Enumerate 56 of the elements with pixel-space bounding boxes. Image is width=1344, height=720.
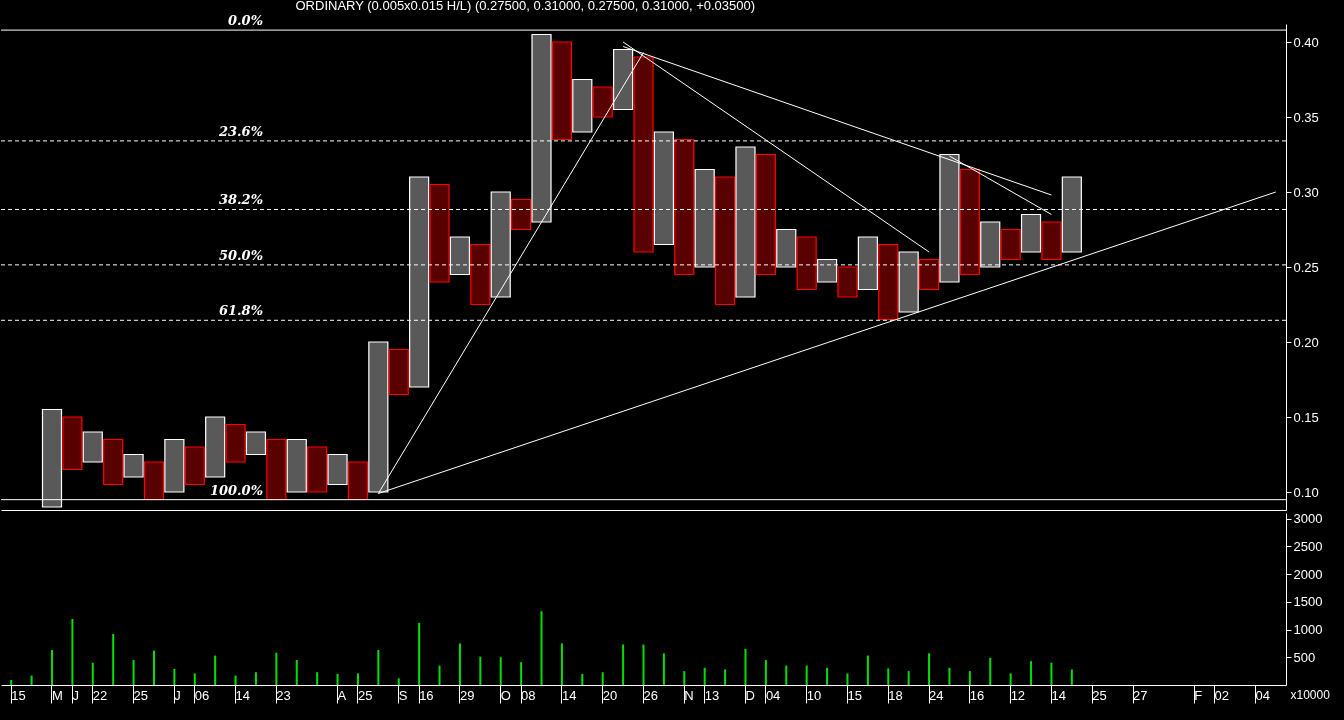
x-tick-label: A bbox=[337, 687, 347, 703]
y-tick-label: 0.20 bbox=[1293, 334, 1319, 350]
x-tick-label: 06 bbox=[194, 687, 210, 703]
x-tick-label: M bbox=[51, 687, 63, 703]
ref-line-label: 100.0% bbox=[209, 482, 263, 498]
x-tick-label: 04 bbox=[1255, 687, 1270, 703]
ref-line-label: 38.2% bbox=[218, 192, 263, 208]
x-tick-label: J bbox=[72, 687, 79, 703]
y-tick-label: 3000 bbox=[1293, 511, 1323, 527]
ref-line-label: 0.0% bbox=[228, 13, 263, 29]
x-tick-label: 24 bbox=[929, 687, 944, 703]
x-tick-label: 08 bbox=[521, 687, 536, 703]
y-tick-label: 0.40 bbox=[1293, 34, 1319, 50]
x-tick-label: F bbox=[1194, 687, 1203, 703]
x-tick-label: 14 bbox=[561, 687, 577, 703]
x-tick-label: 25 bbox=[1092, 687, 1107, 703]
x-tick-label: D bbox=[745, 687, 755, 703]
y-tick-label: 0.35 bbox=[1293, 109, 1319, 125]
x-tick-label: 13 bbox=[704, 687, 720, 703]
x-tick-label: 29 bbox=[459, 687, 475, 703]
x-tick-label: 15 bbox=[11, 687, 26, 703]
y-axis-title: x10000 bbox=[1290, 687, 1331, 702]
x-tick-label: 25 bbox=[357, 687, 373, 703]
ref-line-label: 50.0% bbox=[218, 247, 263, 263]
y-tick-label: 1500 bbox=[1293, 594, 1323, 610]
x-tick-label: 25 bbox=[133, 687, 149, 703]
x-tick-label: 26 bbox=[643, 687, 658, 703]
x-tick-label: 23 bbox=[276, 687, 291, 703]
y-tick-label: 2500 bbox=[1293, 538, 1323, 554]
x-tick-label: 04 bbox=[765, 687, 781, 703]
x-tick-label: 16 bbox=[969, 687, 985, 703]
x-tick-label: S bbox=[398, 687, 408, 703]
x-tick-label: 12 bbox=[1010, 687, 1026, 703]
x-tick-label: 22 bbox=[92, 687, 108, 703]
ref-line-label: 61.8% bbox=[218, 303, 263, 319]
y-tick-label: 0.30 bbox=[1293, 184, 1319, 200]
x-tick-label: N bbox=[684, 687, 694, 703]
x-tick-label: 14 bbox=[1051, 687, 1066, 703]
x-tick-label: J bbox=[174, 687, 181, 703]
ref-line-label: 23.6% bbox=[217, 123, 263, 139]
x-tick-label: 10 bbox=[806, 687, 822, 703]
y-tick-label: 2000 bbox=[1293, 566, 1323, 582]
x-tick-label: O bbox=[500, 687, 511, 703]
x-tick-label: 18 bbox=[888, 687, 903, 703]
x-tick-label: 20 bbox=[602, 687, 618, 703]
y-tick-label: 0.25 bbox=[1293, 259, 1319, 275]
chart-title: ORDINARY (0.005x0.015 H/L) (0.27500, 0.31000, 0.27500, 0.31000, +0.03500) bbox=[295, 0, 756, 14]
y-tick-label: 0.15 bbox=[1293, 409, 1319, 425]
x-tick-label: 15 bbox=[847, 687, 862, 703]
x-tick-label: 27 bbox=[1133, 687, 1148, 703]
x-tick-label: 02 bbox=[1214, 687, 1230, 703]
y-tick-label: 500 bbox=[1293, 649, 1316, 665]
y-tick-label: 0.10 bbox=[1293, 484, 1319, 500]
x-tick-label: 16 bbox=[419, 687, 434, 703]
y-tick-label: 1000 bbox=[1293, 622, 1323, 638]
x-tick-label: 14 bbox=[235, 687, 251, 703]
